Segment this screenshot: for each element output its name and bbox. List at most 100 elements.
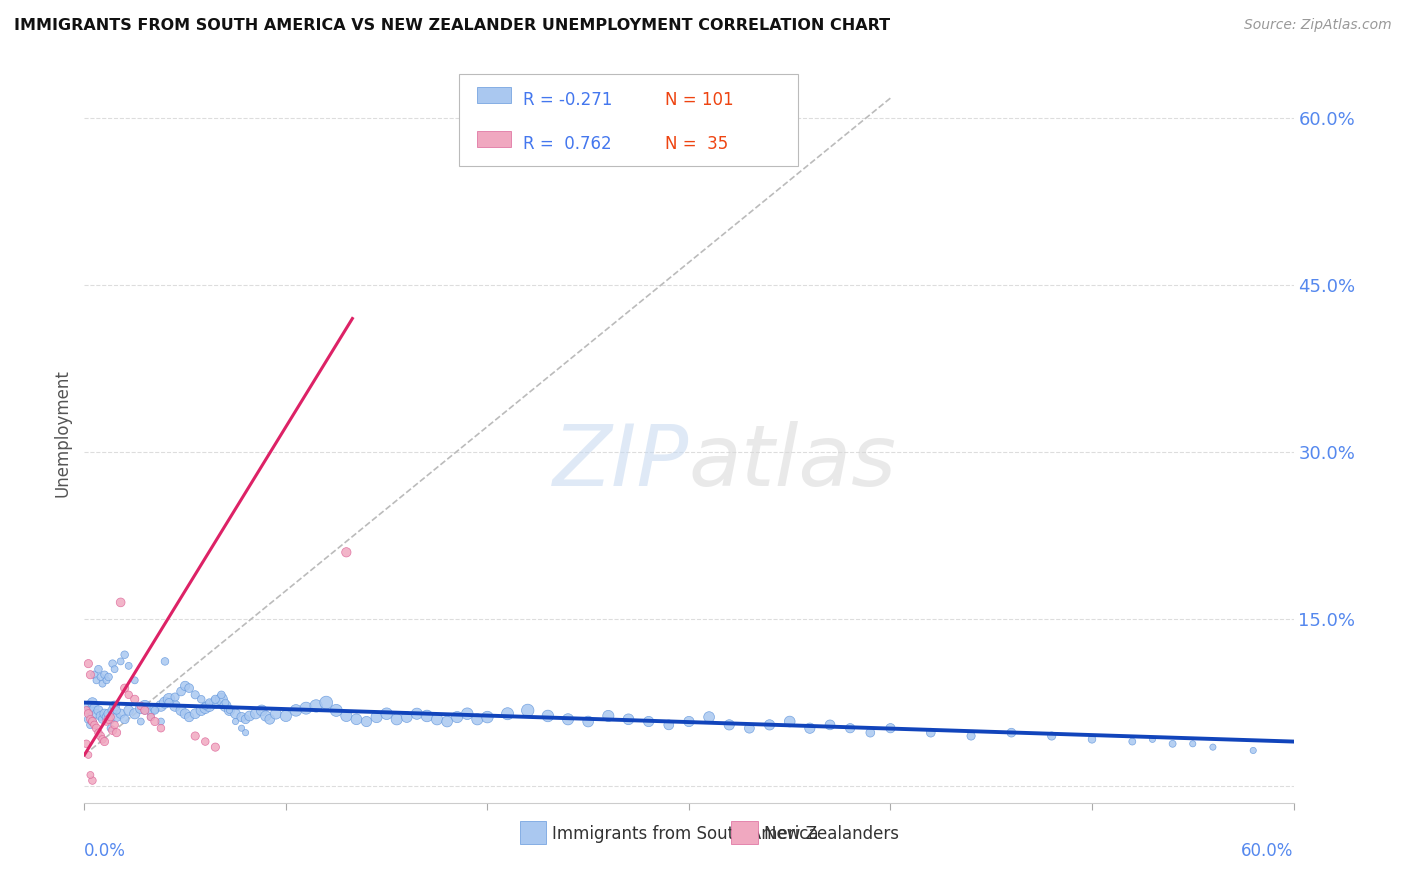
Point <box>1121 734 1143 748</box>
Point <box>285 703 308 717</box>
Point <box>153 696 176 710</box>
Point <box>557 712 579 726</box>
Point <box>179 681 201 695</box>
Point <box>225 714 247 729</box>
Point <box>157 692 180 706</box>
Point <box>1081 732 1104 747</box>
Point <box>758 718 780 732</box>
Point <box>315 696 337 710</box>
Point <box>79 768 101 782</box>
Point <box>198 698 221 713</box>
Point <box>105 710 128 724</box>
Point <box>416 709 439 723</box>
Point <box>75 703 97 717</box>
FancyBboxPatch shape <box>478 131 512 147</box>
Point <box>79 703 101 717</box>
Point <box>77 712 100 726</box>
Point <box>89 709 111 723</box>
Point <box>134 703 156 717</box>
Point <box>82 696 104 710</box>
Text: ZIP: ZIP <box>553 421 689 504</box>
Point <box>129 701 152 715</box>
Point <box>104 718 127 732</box>
Point <box>174 706 197 721</box>
Point <box>79 718 101 732</box>
Point <box>101 723 124 738</box>
Point <box>254 709 277 723</box>
Point <box>960 729 983 743</box>
Point <box>779 714 801 729</box>
Text: 0.0%: 0.0% <box>84 842 127 860</box>
Point <box>110 595 132 609</box>
Point <box>214 698 236 713</box>
Point <box>118 658 141 673</box>
Point <box>406 706 429 721</box>
Point <box>79 667 101 681</box>
Point <box>198 696 221 710</box>
Point <box>209 688 232 702</box>
Point <box>637 714 659 729</box>
Point <box>204 740 226 755</box>
Point <box>153 654 176 668</box>
Point <box>165 690 187 704</box>
Text: R = -0.271: R = -0.271 <box>523 91 613 109</box>
Point <box>1241 743 1264 757</box>
Point <box>97 670 120 684</box>
Point <box>143 701 166 715</box>
Point <box>385 712 408 726</box>
Point <box>335 709 357 723</box>
Point <box>395 710 418 724</box>
Y-axis label: Unemployment: Unemployment <box>53 368 72 497</box>
Point <box>124 706 146 721</box>
Point <box>194 698 217 713</box>
Text: Immigrants from South America: Immigrants from South America <box>553 825 818 843</box>
Text: R =  0.762: R = 0.762 <box>523 135 612 153</box>
Point <box>170 703 193 717</box>
Point <box>96 673 118 688</box>
Point <box>89 670 111 684</box>
Point <box>446 710 468 724</box>
Point <box>346 712 368 726</box>
Point <box>204 692 226 706</box>
Point <box>356 714 378 729</box>
Point <box>134 703 156 717</box>
Point <box>194 734 217 748</box>
Point <box>436 714 458 729</box>
Point <box>184 688 207 702</box>
FancyBboxPatch shape <box>731 822 758 844</box>
Point <box>818 718 841 732</box>
Point <box>274 709 297 723</box>
Point <box>204 696 226 710</box>
Point <box>139 710 162 724</box>
Point <box>149 721 172 735</box>
Point <box>1040 729 1063 743</box>
Text: IMMIGRANTS FROM SOUTH AMERICA VS NEW ZEALANDER UNEMPLOYMENT CORRELATION CHART: IMMIGRANTS FROM SOUTH AMERICA VS NEW ZEA… <box>14 18 890 33</box>
Point <box>375 706 398 721</box>
Point <box>114 681 136 695</box>
Point <box>139 703 162 717</box>
Point <box>1142 732 1164 747</box>
Point <box>879 721 901 735</box>
Point <box>859 725 882 739</box>
Point <box>467 712 489 726</box>
Point <box>598 709 620 723</box>
Point <box>477 710 499 724</box>
Point <box>235 725 257 739</box>
Point <box>93 667 115 681</box>
Point <box>82 714 104 729</box>
Point <box>96 714 118 729</box>
Point <box>718 718 741 732</box>
Point <box>174 679 197 693</box>
Point <box>91 676 114 690</box>
Point <box>143 703 166 717</box>
Point <box>129 714 152 729</box>
Point <box>537 709 560 723</box>
Point <box>194 701 217 715</box>
Point <box>87 725 110 739</box>
Point <box>149 698 172 713</box>
Point <box>738 721 761 735</box>
Point <box>83 718 105 732</box>
Point <box>366 710 388 724</box>
Point <box>110 706 132 721</box>
Point <box>839 721 862 735</box>
